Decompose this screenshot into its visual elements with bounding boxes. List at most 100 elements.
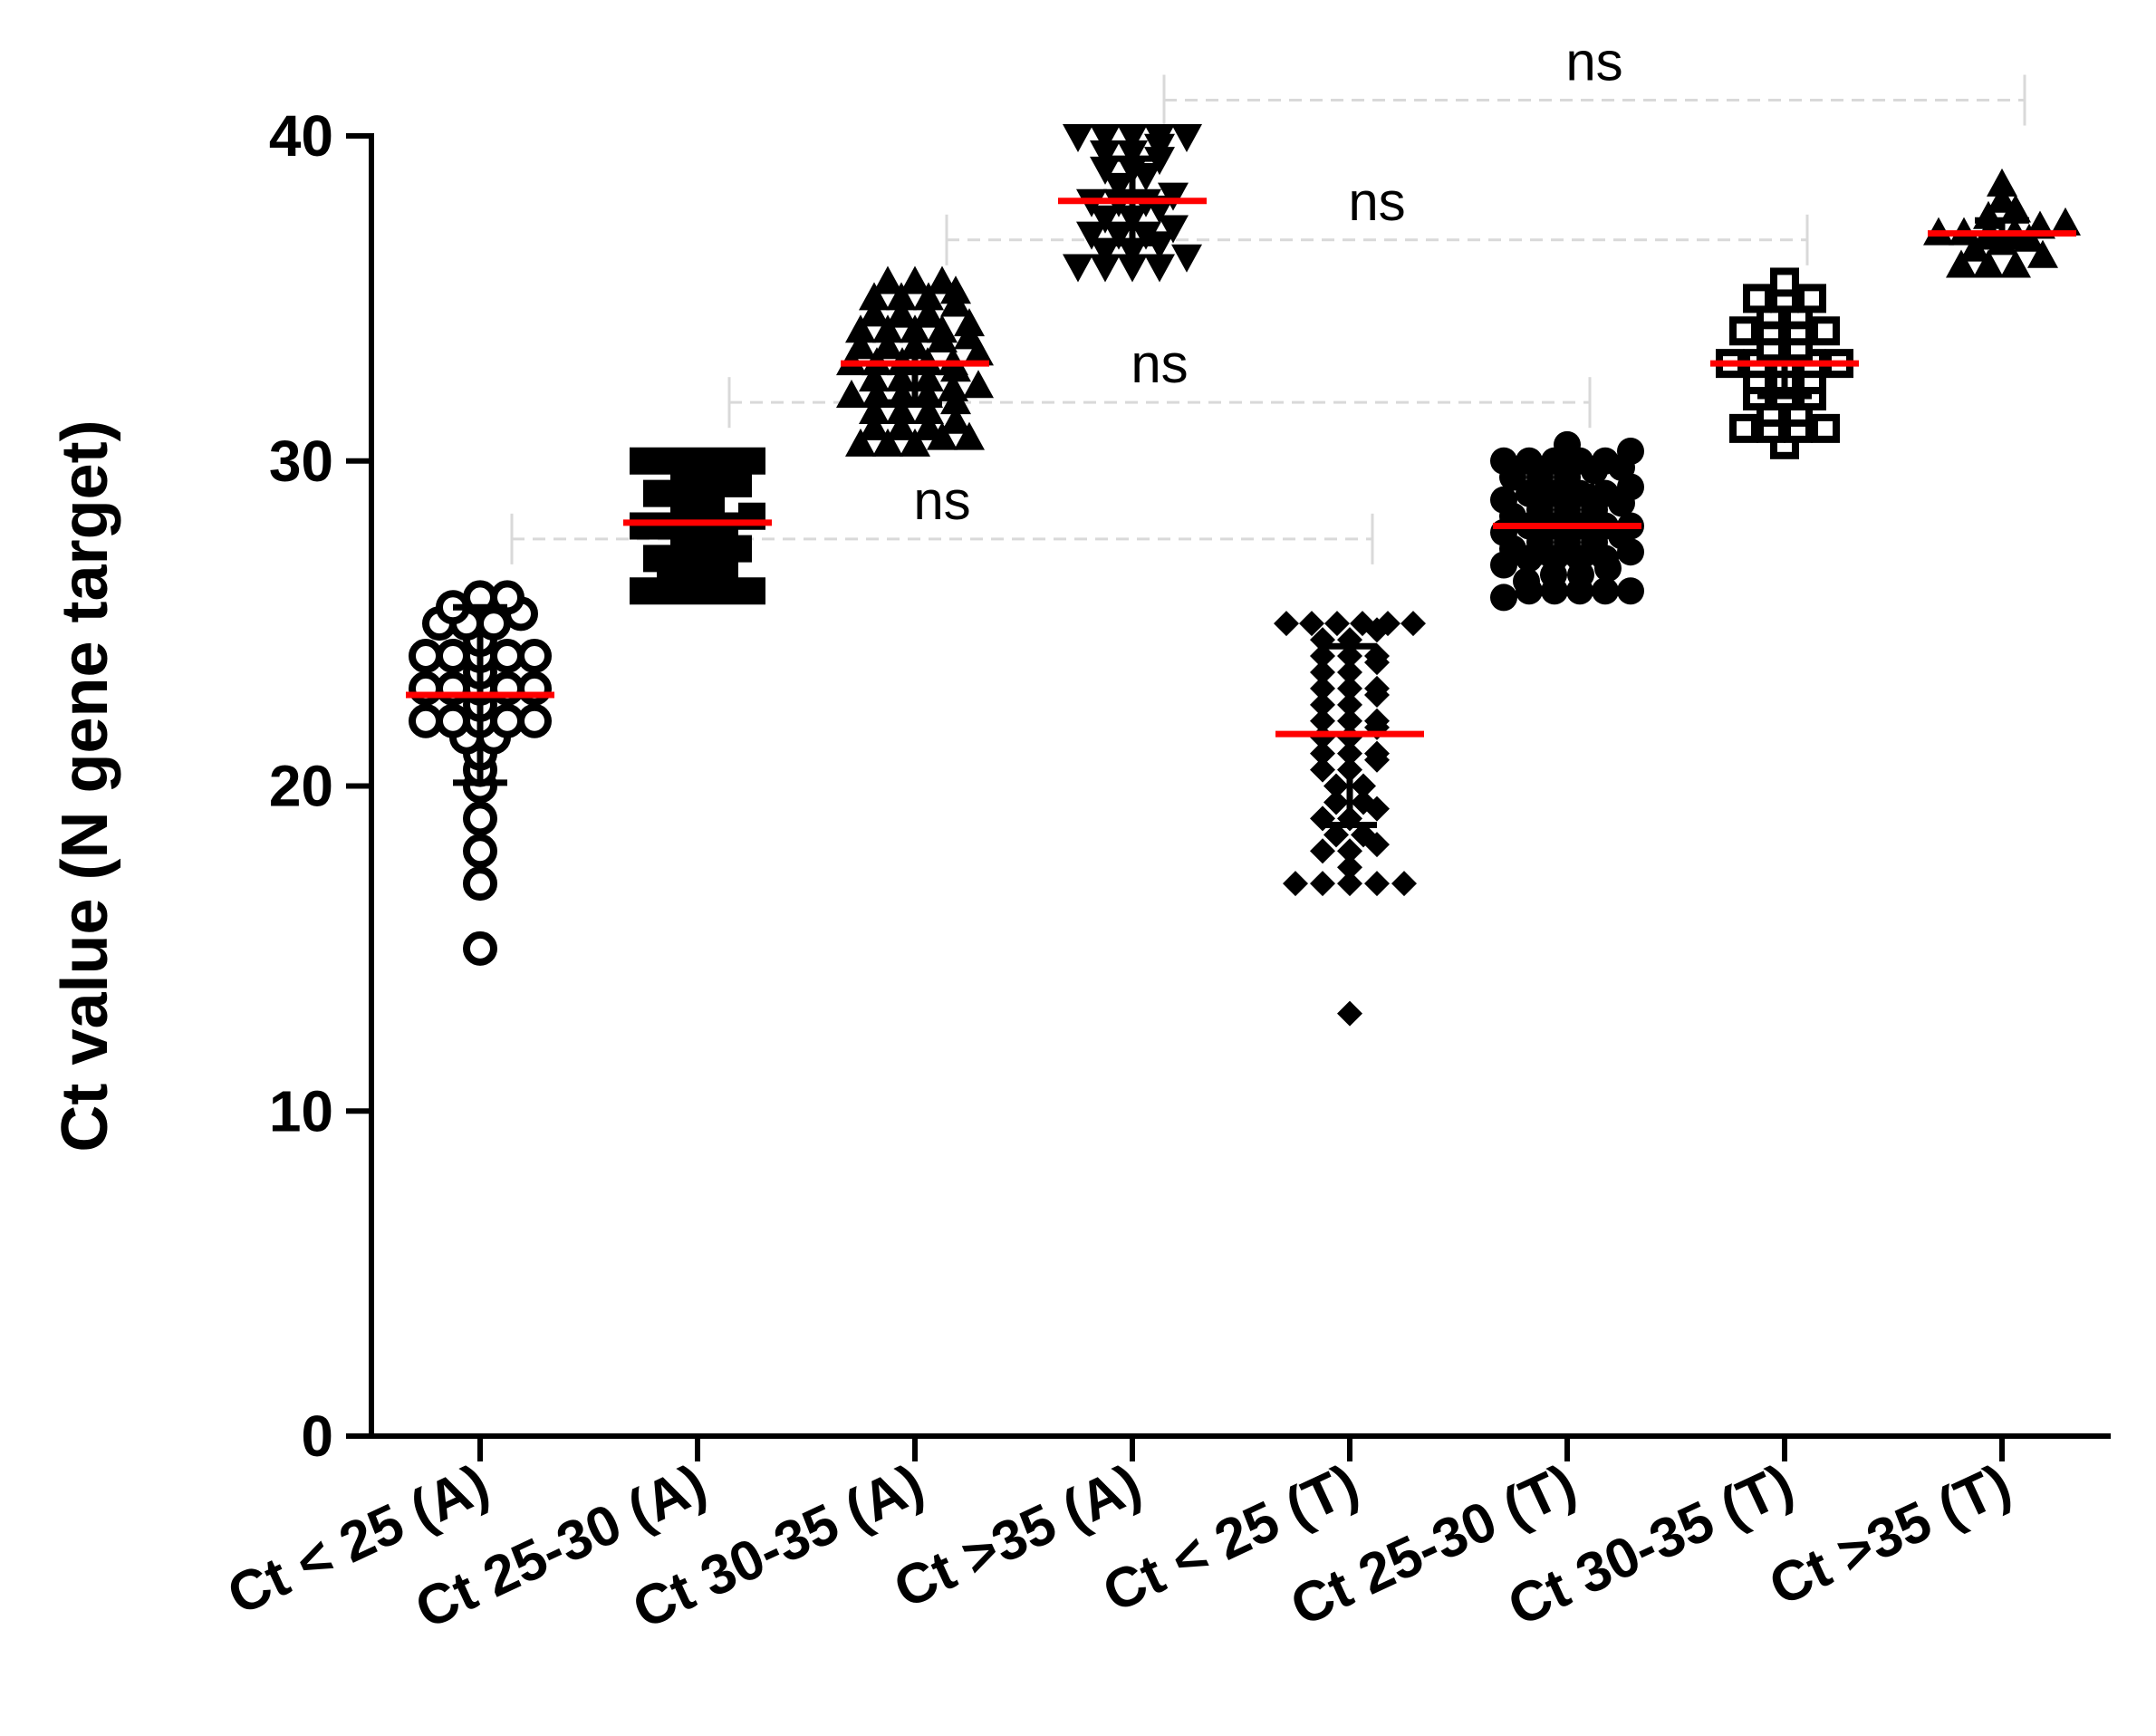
data-point [886, 395, 917, 424]
data-point [1310, 659, 1335, 685]
data-point [836, 380, 867, 408]
data-point [738, 447, 765, 475]
data-point [1144, 254, 1175, 283]
data-point [1310, 708, 1335, 734]
data-point [409, 639, 443, 673]
data-point [1158, 215, 1189, 244]
data-point [463, 834, 497, 869]
data-point [643, 479, 670, 507]
data-point [913, 411, 944, 440]
series-points [836, 265, 994, 457]
data-point [1299, 611, 1324, 637]
data-point [1554, 430, 1581, 458]
data-points [409, 124, 2081, 1027]
significance-label: ns [913, 470, 970, 531]
data-point [913, 298, 944, 327]
data-point [1337, 838, 1362, 864]
data-point [1131, 221, 1161, 250]
data-point [1617, 577, 1644, 605]
data-point [1323, 773, 1349, 799]
data-point [1617, 437, 1644, 465]
data-point [2000, 194, 2031, 223]
data-point [1364, 871, 1390, 897]
data-point [913, 282, 944, 311]
data-point [886, 298, 917, 327]
data-point [1490, 583, 1517, 612]
data-point [725, 535, 752, 563]
mean-lines [406, 198, 2076, 738]
data-point [630, 577, 657, 605]
data-point [845, 428, 876, 457]
data-point [1090, 140, 1121, 169]
data-point [1310, 675, 1335, 701]
series-points [1063, 124, 1202, 283]
data-point [872, 428, 903, 457]
data-point [1811, 316, 1840, 346]
data-point [1063, 254, 1093, 283]
data-point [845, 314, 876, 343]
y-tick-label: 0 [301, 1403, 333, 1469]
data-point [1400, 611, 1426, 637]
significance-label: ns [1348, 171, 1405, 232]
series-points [1490, 430, 1644, 612]
data-point [859, 411, 890, 440]
data-point [1364, 740, 1390, 767]
data-point [1513, 567, 1540, 595]
significance-label: ns [1565, 32, 1622, 92]
data-point [1729, 316, 1758, 346]
data-point [1171, 124, 1202, 152]
data-point [1516, 447, 1543, 475]
data-point [845, 331, 876, 360]
y-axis-label: Ct value (N gene target) [49, 420, 121, 1152]
data-point [1797, 284, 1826, 313]
data-point [738, 577, 765, 605]
data-point [725, 469, 752, 497]
data-point [490, 703, 525, 738]
data-point [436, 703, 470, 738]
data-point [1090, 156, 1121, 185]
data-point [1364, 643, 1390, 669]
data-point [1350, 611, 1375, 637]
data-point [1337, 854, 1362, 881]
data-point [490, 639, 525, 673]
data-point [861, 380, 892, 408]
data-point [1337, 871, 1362, 897]
data-point [927, 314, 958, 343]
data-point [859, 363, 890, 392]
data-point [872, 331, 903, 360]
data-point [1351, 789, 1376, 815]
data-point [1323, 789, 1349, 815]
data-point [1592, 447, 1619, 475]
significance-label: ns [1131, 333, 1188, 394]
data-point [698, 479, 725, 507]
data-point [463, 801, 497, 836]
data-point [1310, 838, 1335, 864]
data-point [2050, 207, 2081, 236]
y-axis-ticks: 0 10 20 30 40 [269, 103, 371, 1469]
data-point [463, 866, 497, 902]
data-point [1144, 124, 1175, 152]
data-point [1310, 871, 1335, 897]
data-point [1729, 413, 1758, 443]
comparison-bracket: ns [727, 333, 1592, 429]
data-point [643, 545, 670, 573]
data-point [927, 421, 958, 450]
data-point [630, 447, 657, 475]
data-point [859, 282, 890, 311]
x-tick-label: Ct >35 (T) [1760, 1452, 2020, 1618]
y-tick-label: 20 [269, 754, 333, 819]
data-point [1973, 249, 2004, 278]
data-point [859, 395, 890, 424]
data-point [1076, 221, 1107, 250]
data-point [913, 395, 944, 424]
comparison-bracket: ns [510, 470, 1374, 564]
data-point [1946, 249, 1977, 278]
data-point [1274, 611, 1299, 637]
data-point [1987, 168, 2017, 197]
y-tick-label: 10 [269, 1078, 333, 1143]
data-point [2027, 239, 2058, 268]
data-point [1490, 447, 1517, 475]
data-point [1592, 577, 1619, 605]
data-point [409, 703, 443, 738]
